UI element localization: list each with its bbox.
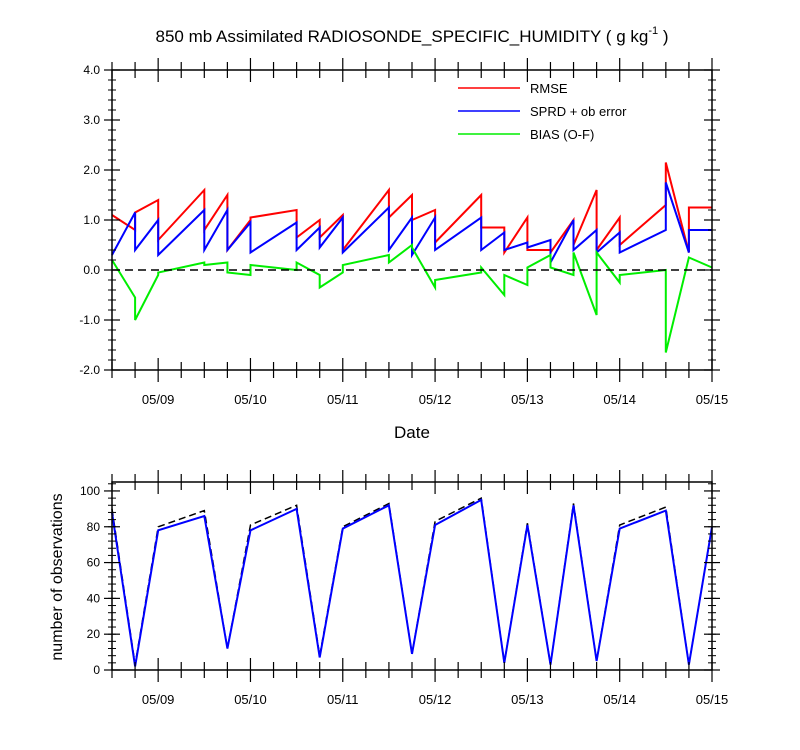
series-line-bias	[111, 242, 713, 353]
series-line-assimilated	[111, 498, 713, 667]
series-line-sprd	[111, 182, 712, 263]
top-xtick-label: 05/15	[696, 392, 729, 407]
chart-title: 850 mb Assimilated RADIOSONDE_SPECIFIC_H…	[156, 25, 669, 46]
bottom-ytick-label: 20	[87, 627, 101, 641]
top-ytick-label: 3.0	[83, 113, 100, 127]
top-xtick-label: 05/09	[142, 392, 175, 407]
top-xtick-label: 05/12	[419, 392, 452, 407]
top-ytick-label: 2.0	[83, 163, 100, 177]
bottom-panel: 0 20 40 60 80 100 05/09 05/10 05/11 05/12 05/13 05/…	[49, 470, 728, 707]
series-line-rmse	[111, 162, 712, 256]
top-ytick-label: 0.0	[83, 263, 100, 277]
top-xtick-label: 05/11	[327, 392, 359, 407]
bottom-ytick-label: 0	[93, 663, 100, 677]
bottom-ytick-label: 80	[87, 520, 101, 534]
bottom-ytick-label: 60	[87, 556, 101, 570]
top-ytick-label: 1.0	[83, 213, 100, 227]
top-ticks: -2.0 -1.0 0.0 1.0 2.0 3.0 4.0 05/09 05/10 05/11 05…	[79, 58, 728, 407]
top-ytick-label: -2.0	[79, 363, 100, 377]
bottom-plot-frame	[111, 481, 713, 671]
x-axis-label: Date	[394, 423, 430, 442]
bottom-xtick-label: 05/10	[234, 692, 267, 707]
y-axis-label: number of observations	[49, 493, 66, 660]
bottom-ytick-label: 40	[87, 591, 101, 605]
top-ytick-label: 4.0	[83, 63, 100, 77]
bottom-xtick-label: 05/12	[419, 692, 452, 707]
top-xtick-label: 05/14	[603, 392, 636, 407]
top-ytick-label: -1.0	[79, 313, 100, 327]
chart-title-main: 850 mb Assimilated RADIOSONDE_SPECIFIC_H…	[156, 27, 649, 46]
top-series-group	[111, 162, 713, 353]
bottom-series-group	[111, 496, 713, 667]
bottom-xtick-label: 05/15	[696, 692, 729, 707]
bottom-xtick-label: 05/09	[142, 692, 175, 707]
legend-sprd-label: SPRD + ob error	[530, 104, 627, 119]
bottom-ytick-label: 100	[80, 484, 100, 498]
bottom-xtick-label: 05/13	[511, 692, 544, 707]
top-panel: -2.0 -1.0 0.0 1.0 2.0 3.0 4.0 05/09 05/10 05/11 05…	[79, 58, 728, 442]
bottom-ticks: 0 20 40 60 80 100 05/09 05/10 05/11 05/12 05/13 05/…	[80, 470, 728, 707]
legend-rmse-label: RMSE	[530, 81, 568, 96]
top-xtick-label: 05/13	[511, 392, 544, 407]
top-xtick-label: 05/10	[234, 392, 267, 407]
series-line-possible	[111, 496, 713, 665]
chart-title-end: )	[658, 27, 668, 46]
legend: RMSE SPRD + ob error BIAS (O-F)	[458, 81, 627, 142]
bottom-xtick-label: 05/11	[327, 692, 359, 707]
bottom-xtick-label: 05/14	[603, 692, 636, 707]
legend-bias-label: BIAS (O-F)	[530, 127, 594, 142]
chart-title-superscript: -1	[648, 25, 658, 37]
